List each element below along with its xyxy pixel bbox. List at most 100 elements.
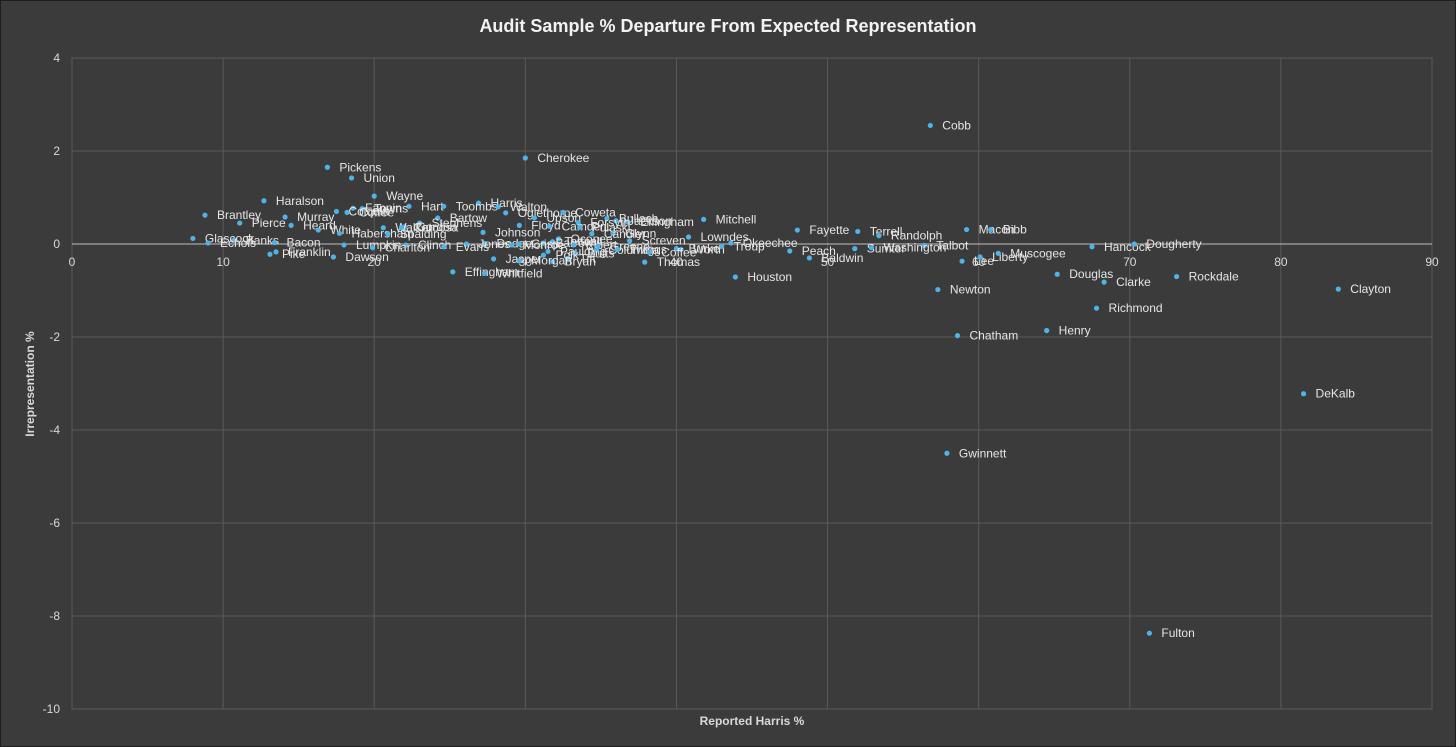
data-point (324, 164, 330, 170)
data-label: Fulton (1161, 626, 1194, 640)
data-label: Toombs (456, 199, 498, 213)
y-tick-label: -2 (49, 330, 60, 344)
data-point (359, 206, 365, 212)
data-point (406, 203, 412, 209)
data-label: Clarke (1116, 275, 1151, 289)
data-point (959, 258, 965, 264)
data-label: Jones (478, 237, 510, 251)
data-label: Pike (282, 247, 306, 261)
data-label: Glascock (205, 231, 255, 245)
data-point (1101, 279, 1107, 285)
y-tick-label: -6 (49, 516, 60, 530)
data-label: Talbot (936, 238, 969, 252)
data-label: Washington (883, 241, 946, 255)
data-point (202, 212, 208, 218)
data-point (549, 239, 556, 245)
data-point (642, 259, 648, 265)
data-label: Dougherty (1146, 237, 1201, 251)
data-point (1174, 273, 1180, 280)
data-label: Echols (220, 236, 256, 250)
data-point (416, 220, 423, 226)
data-label: Hancock (1104, 240, 1152, 254)
data-label: Polk (555, 248, 579, 262)
y-tick-label: -4 (49, 423, 60, 437)
data-point (921, 242, 927, 248)
data-label: Johnson (495, 225, 540, 239)
data-label: Columbia (608, 243, 659, 257)
data-label: Crisp (531, 237, 559, 251)
data-point (614, 246, 621, 253)
y-axis-title: Irrepresentation % (23, 331, 37, 437)
data-point (944, 450, 950, 456)
data-point (495, 204, 501, 210)
data-point (522, 155, 528, 161)
data-label: Chatham (970, 329, 1019, 343)
data-point (988, 226, 994, 233)
data-label: Jackson (628, 214, 672, 228)
data-point (1335, 286, 1341, 292)
data-label: Haralson (276, 194, 324, 208)
data-label: Pickens (339, 160, 381, 174)
data-point (560, 209, 566, 215)
data-point (927, 122, 933, 129)
data-point (545, 248, 551, 255)
data-label: Brantley (217, 208, 261, 222)
data-point (1089, 244, 1095, 250)
data-label: Dodge (497, 237, 533, 251)
data-label: Coffee (359, 205, 394, 219)
data-point (435, 215, 441, 221)
data-label: Colquitt (348, 204, 389, 218)
gridlines (71, 57, 1433, 710)
data-label: Screven (642, 234, 686, 248)
data-label: Bryan (565, 255, 596, 269)
x-tick-label: 10 (216, 255, 230, 269)
data-point (370, 245, 376, 251)
data-label: Cherokee (537, 151, 589, 165)
data-label: Glynn (625, 226, 656, 240)
data-point (1054, 271, 1060, 277)
data-label: Troup (734, 239, 765, 253)
data-label: Stephens (432, 216, 483, 230)
data-label: Union (364, 171, 395, 185)
data-point (728, 240, 734, 246)
data-point (935, 286, 941, 293)
y-tick-label: -10 (43, 702, 61, 716)
data-label: Henry (1059, 323, 1091, 337)
chart-title: Audit Sample % Departure From Expected R… (479, 16, 976, 36)
data-point (701, 216, 707, 222)
data-point (977, 254, 983, 260)
data-point (190, 235, 196, 242)
data-point (719, 243, 725, 249)
y-tick-label: 2 (53, 144, 60, 158)
data-label: Macon (979, 223, 1015, 237)
data-label: Burke (688, 242, 720, 256)
data-label: Elbert (586, 238, 618, 252)
data-point (963, 226, 970, 233)
data-point (336, 230, 343, 236)
data-label: Bartow (450, 211, 488, 225)
data-point (794, 227, 800, 233)
x-tick-label: 70 (1123, 255, 1137, 269)
data-point (855, 228, 861, 235)
data-point (237, 220, 243, 226)
data-point (613, 218, 619, 224)
data-point (398, 225, 405, 231)
data-point (441, 244, 447, 250)
data-point (315, 227, 321, 233)
data-label: Spalding (400, 227, 447, 241)
data-point (273, 249, 279, 255)
x-tick-label: 80 (1274, 255, 1288, 269)
data-point (348, 175, 355, 181)
data-label: Mitchell (716, 212, 757, 226)
y-tick-label: 0 (53, 237, 60, 251)
data-point (954, 333, 961, 339)
data-point (575, 220, 581, 226)
data-label: Fannin (365, 201, 402, 215)
data-label: Franklin (288, 245, 331, 259)
data-point (572, 250, 578, 256)
data-label: Oconee (571, 232, 613, 246)
data-label: Randolph (891, 229, 942, 243)
data-label: Hart (421, 199, 444, 213)
